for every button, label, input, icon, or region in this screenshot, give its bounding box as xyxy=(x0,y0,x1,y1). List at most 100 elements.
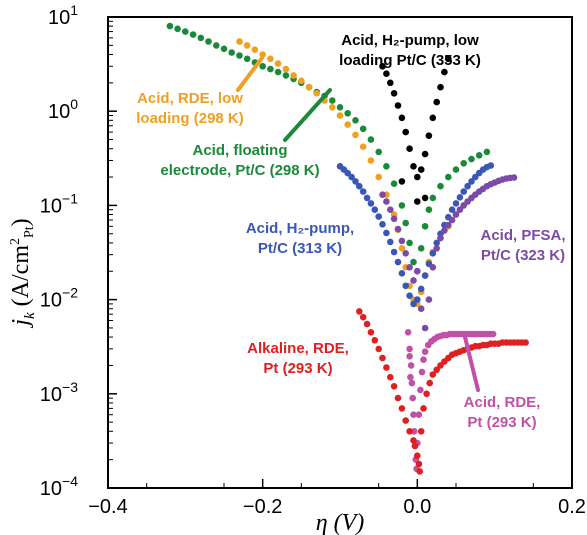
annotation-4: Acid, PFSA, Pt/C (323 K) xyxy=(480,227,565,264)
series-3-point-20 xyxy=(414,296,421,303)
series-3-point-8 xyxy=(367,200,375,207)
series-1-point-15 xyxy=(352,131,359,139)
annotation-0: Acid, H₂-pump, low loading Pt/C (353 K) xyxy=(339,32,481,69)
series-0-point-40 xyxy=(445,173,452,181)
series-1-point-13 xyxy=(336,112,344,119)
series-1-point-16 xyxy=(359,143,367,150)
series-6-point-5 xyxy=(375,345,383,353)
series-3-point-15 xyxy=(394,258,402,266)
series-4-point-10 xyxy=(417,305,425,313)
series-4-point-13 xyxy=(429,264,437,271)
annotations: Acid, H₂-pump, low loading Pt/C (353 K) Ac… xyxy=(136,32,565,431)
series-0-point-27 xyxy=(375,148,383,156)
series-2-point-1 xyxy=(383,70,390,77)
series-2-point-8 xyxy=(410,163,417,170)
series-1-point-12 xyxy=(329,104,336,111)
series-6-point-19 xyxy=(417,428,425,435)
x-tick-label-3: 0.2 xyxy=(558,496,586,518)
series-5-point-4 xyxy=(409,394,417,402)
series-0-point-3 xyxy=(189,31,197,38)
series-4-point-11 xyxy=(421,324,429,332)
series-4-point-4 xyxy=(394,225,402,233)
series-6-point-22 xyxy=(426,379,434,387)
series-4-point-14 xyxy=(433,245,441,252)
series-0-point-4 xyxy=(197,34,205,42)
series-5-point-0 xyxy=(404,329,412,336)
series-4-point-9 xyxy=(414,267,421,275)
series-6-point-11 xyxy=(398,405,406,412)
series-1-point-5 xyxy=(274,60,282,67)
series-0-point-2 xyxy=(182,28,189,35)
plot-frame xyxy=(107,16,573,489)
series-2-point-11 xyxy=(421,150,429,158)
series-0-point-12 xyxy=(259,63,267,70)
annotation-2: Acid, floating electrode, Pt/C (298 K) xyxy=(160,142,319,179)
series-1-point-2 xyxy=(251,46,259,53)
x-axis-title: η (V) xyxy=(316,510,365,535)
y-tick-label-1: 100 xyxy=(48,96,78,123)
series-6-point-24 xyxy=(433,366,441,374)
x-tick-label-2: 0.0 xyxy=(403,496,431,518)
series-6-point-4 xyxy=(371,337,379,344)
data-points xyxy=(166,22,529,475)
series-4-point-20 xyxy=(456,206,464,213)
series-3-point-24 xyxy=(429,250,437,257)
series-1-point-8 xyxy=(298,77,305,85)
series-5-point-39 xyxy=(407,373,414,381)
series-3-point-18 xyxy=(406,292,413,300)
series-6-point-15 xyxy=(411,442,419,450)
series-0-point-10 xyxy=(243,55,251,63)
series-3-point-17 xyxy=(402,282,410,290)
series-5-point-5 xyxy=(410,411,417,419)
series-4-point-12 xyxy=(425,296,433,303)
series-4-point-16 xyxy=(441,227,448,234)
series-5-point-14 xyxy=(420,356,427,364)
series-2-point-5 xyxy=(398,114,406,122)
series-0-point-1 xyxy=(174,25,181,33)
series-6-point-47 xyxy=(522,339,529,346)
series-2-point-2 xyxy=(387,79,394,87)
series-6-point-17 xyxy=(415,460,423,468)
series-5-point-37 xyxy=(489,330,497,338)
series-2-point-4 xyxy=(394,102,402,109)
series-3-point-7 xyxy=(363,194,371,202)
series-1-point-1 xyxy=(243,42,251,49)
series-0-point-24 xyxy=(352,117,359,124)
series-0-point-13 xyxy=(267,65,274,73)
series-6-point-14 xyxy=(410,437,417,444)
series-0-point-0 xyxy=(166,22,174,30)
series-3-point-4 xyxy=(352,178,359,185)
series-5-point-1 xyxy=(406,345,413,353)
series-0-point-30 xyxy=(398,202,406,209)
series-2-point-9 xyxy=(414,173,421,181)
y-tick-label-4: 10−3 xyxy=(40,379,78,406)
series-3-point-31 xyxy=(456,194,464,201)
series-0-point-39 xyxy=(437,182,444,190)
series-6-point-9 xyxy=(390,383,398,390)
x-tick-label-0: −0.4 xyxy=(88,496,127,518)
series-6-point-7 xyxy=(383,364,390,371)
series-3-point-11 xyxy=(379,221,386,228)
series-1-point-3 xyxy=(259,51,267,58)
series-3-point-14 xyxy=(390,248,398,256)
series-3-point-16 xyxy=(398,270,406,277)
series-5-point-12 xyxy=(417,386,424,394)
series-1-point-9 xyxy=(305,83,313,91)
series-0-point-9 xyxy=(236,52,243,59)
series-3-point-6 xyxy=(359,188,367,195)
series-1-point-18 xyxy=(375,173,383,181)
series-6-point-18 xyxy=(416,468,424,475)
series-0-point-21 xyxy=(329,97,336,104)
series-1-point-0 xyxy=(236,38,243,45)
series-4-point-8 xyxy=(410,277,417,284)
leader-line-6 xyxy=(463,335,480,392)
series-5-point-3 xyxy=(408,379,416,387)
series-4-point-3 xyxy=(390,215,398,223)
series-2-point-18 xyxy=(398,178,406,185)
annotation-1: Acid, RDE, low loading (298 K) xyxy=(136,90,244,127)
series-0-point-29 xyxy=(390,180,398,187)
series-2-point-3 xyxy=(390,90,398,97)
series-3-point-25 xyxy=(433,239,441,247)
series-6-point-13 xyxy=(406,428,413,435)
series-6-point-20 xyxy=(420,405,427,412)
